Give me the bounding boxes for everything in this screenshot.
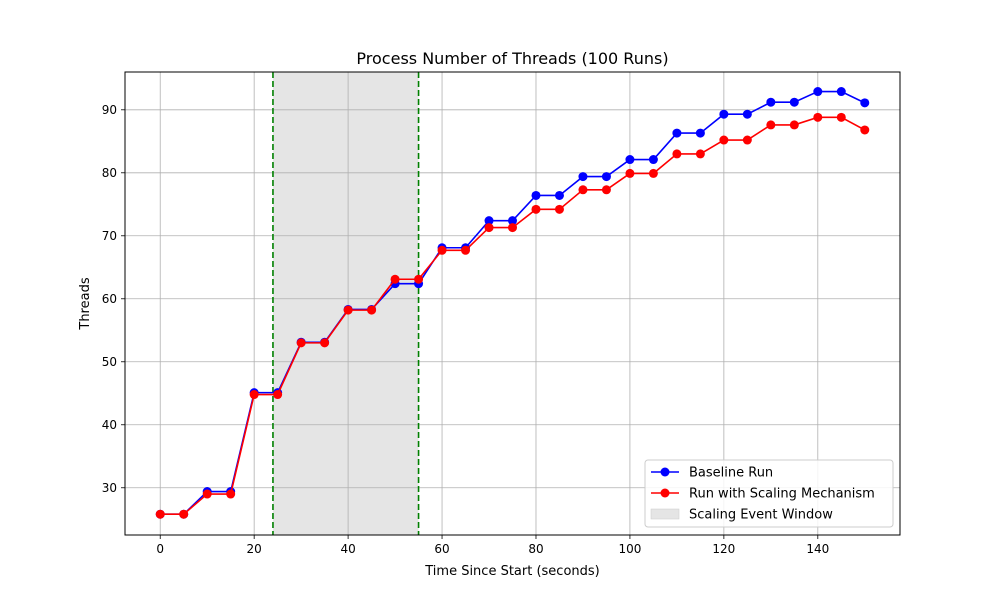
y-tick-label: 60 (102, 292, 117, 306)
data-point (484, 216, 494, 226)
data-point (578, 185, 588, 195)
data-point (789, 120, 799, 130)
legend-box (644, 459, 894, 528)
data-point (508, 223, 517, 233)
data-point (695, 128, 705, 138)
data-point (367, 305, 377, 315)
legend-label: Scaling Event Window (689, 508, 833, 523)
data-point (601, 185, 611, 195)
data-point (836, 112, 846, 122)
series-2 (155, 112, 870, 519)
legend-label: Run with Scaling Mechanism (689, 487, 875, 502)
data-point (719, 135, 729, 145)
data-point (766, 120, 776, 130)
data-point (813, 87, 823, 97)
data-point (601, 172, 611, 182)
data-point (296, 338, 306, 348)
data-point (249, 390, 259, 400)
data-point (414, 274, 424, 284)
series-1 (155, 87, 870, 519)
legend-marker (660, 488, 670, 498)
data-point (742, 135, 752, 145)
data-point (789, 97, 799, 107)
y-axis-label: Threads (78, 277, 93, 330)
x-tick-label: 20 (247, 542, 262, 556)
legend-marker (660, 467, 670, 477)
x-tick-label: 100 (618, 542, 641, 556)
data-point (226, 489, 236, 499)
data-point (719, 109, 729, 119)
data-point (648, 168, 658, 178)
data-point (508, 216, 517, 226)
y-tick-label: 90 (102, 103, 117, 117)
chart-title: Process Number of Threads (100 Runs) (356, 49, 668, 68)
x-tick-label: 140 (806, 542, 829, 556)
data-point (836, 87, 846, 97)
data-point (742, 109, 752, 119)
scaling-event-window (272, 72, 419, 535)
data-point (273, 390, 283, 400)
x-tick-label: 60 (434, 542, 449, 556)
data-point (860, 125, 870, 135)
data-point (672, 128, 682, 138)
data-point (648, 155, 658, 165)
y-tick-label: 50 (102, 355, 117, 369)
data-point (672, 149, 682, 159)
data-point (766, 97, 776, 107)
data-point (320, 338, 330, 348)
plot-area-frame (124, 71, 901, 536)
data-point (554, 190, 564, 200)
data-point (484, 223, 494, 233)
data-point (155, 509, 165, 519)
y-tick-label: 40 (102, 418, 117, 432)
series-line (160, 90, 866, 516)
data-point (625, 155, 635, 165)
legend: Baseline Run Run with Scaling Mechanism Sc… (644, 459, 894, 528)
legend-label: Baseline Run (689, 466, 773, 481)
x-tick-label: 0 (156, 542, 164, 556)
x-tick-label: 120 (712, 542, 735, 556)
data-point (390, 274, 400, 284)
data-point (813, 112, 823, 122)
data-point (461, 245, 471, 255)
data-point (578, 172, 588, 182)
data-point (554, 204, 564, 214)
y-tick-label: 70 (102, 229, 117, 243)
y-tick-label: 30 (102, 481, 117, 495)
data-point (343, 305, 353, 315)
data-point (625, 168, 635, 178)
x-tick-label: 80 (528, 542, 543, 556)
data-point (860, 98, 870, 108)
data-point (531, 190, 541, 200)
data-point (531, 204, 541, 214)
data-point (695, 149, 705, 159)
x-axis-label: Time Since Start (seconds) (424, 564, 600, 579)
legend-shade-swatch (650, 508, 680, 520)
y-tick-label: 80 (102, 166, 117, 180)
x-tick-label: 40 (340, 542, 355, 556)
data-point (437, 245, 447, 255)
series-line (160, 116, 866, 516)
data-point (202, 489, 212, 499)
data-point (179, 509, 189, 519)
